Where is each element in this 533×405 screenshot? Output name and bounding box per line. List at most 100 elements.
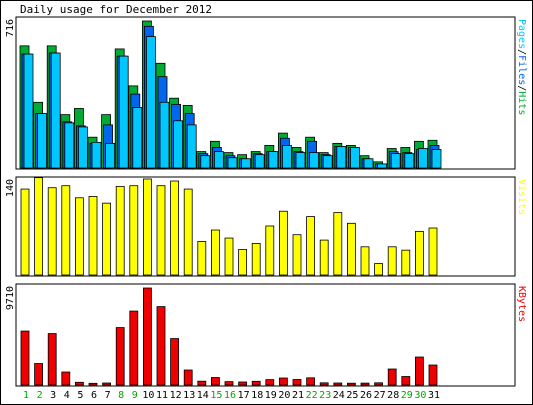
pages-bar <box>309 152 320 169</box>
kbytes-bar <box>20 330 30 386</box>
pages-bar <box>227 157 238 169</box>
visits-bar <box>156 185 166 276</box>
pages-bar <box>322 155 333 169</box>
day-label: 8 <box>118 390 124 401</box>
visits-bar <box>265 225 275 276</box>
day-label: 17 <box>238 390 250 401</box>
visits-bar <box>319 239 329 276</box>
visits-bar <box>210 229 220 276</box>
visits-right-label: Visits <box>516 179 527 215</box>
day-label: 18 <box>251 390 263 401</box>
pages-bar <box>295 152 306 169</box>
visits-bar <box>47 187 57 276</box>
visits-bar <box>387 246 397 276</box>
day-label: 16 <box>224 390 236 401</box>
kbytes-bar <box>374 382 384 386</box>
visits-bar <box>61 185 71 276</box>
pages-bar <box>363 158 374 169</box>
right-label-part: Hits <box>516 91 527 115</box>
day-label: 19 <box>265 390 277 401</box>
pages-bar <box>336 146 347 169</box>
day-label: 5 <box>77 390 83 401</box>
pages-bar <box>37 113 47 169</box>
kbytes-bar <box>183 369 193 386</box>
kbytes-bar <box>61 371 71 386</box>
pages-bar <box>132 107 143 169</box>
day-label: 31 <box>428 390 440 401</box>
visits-bar <box>414 230 424 276</box>
hits-files-pages-panel: 716 Pages/Files/Hits <box>5 16 527 170</box>
day-label: 11 <box>156 390 168 401</box>
day-label: 25 <box>346 390 358 401</box>
kbytes-bar <box>278 377 288 386</box>
pages-bar <box>145 36 156 169</box>
pages-bar <box>50 52 61 169</box>
kbytes-bar <box>333 382 343 386</box>
visits-bar <box>20 188 30 276</box>
kbytes-bar <box>401 376 411 386</box>
visits-bar <box>129 185 139 276</box>
kbytes-bar <box>224 381 234 386</box>
kbytes-bar <box>102 382 111 386</box>
kbytes-bar <box>210 377 220 386</box>
day-label: 15 <box>210 390 222 401</box>
kbytes-bar <box>306 377 316 386</box>
kbytes-ymax-label: 9710 <box>5 286 16 310</box>
day-label: 28 <box>387 390 399 401</box>
day-label: 13 <box>183 390 195 401</box>
day-label: 10 <box>142 390 154 401</box>
visits-bar <box>360 246 370 276</box>
visits-panel: 140 Visits <box>5 176 527 277</box>
pages-bar <box>91 141 102 169</box>
kbytes-bar <box>197 380 207 386</box>
day-label: 4 <box>64 390 70 401</box>
day-label: 21 <box>292 390 304 401</box>
hits-files-pages-right-label: Pages/Files/Hits <box>516 19 527 115</box>
pages-bar <box>186 124 197 169</box>
pages-bar <box>118 55 129 169</box>
pages-bar <box>241 158 252 169</box>
day-label: 3 <box>50 390 56 401</box>
visits-bar <box>224 237 234 276</box>
visits-bar <box>401 249 411 276</box>
day-label: 26 <box>360 390 372 401</box>
pages-bar <box>404 153 415 169</box>
visits-bar <box>142 178 152 276</box>
day-label: 12 <box>170 390 182 401</box>
right-label-part: Pages <box>516 19 527 49</box>
day-label: 7 <box>105 390 111 401</box>
pages-bar <box>159 101 170 169</box>
pages-bar <box>254 154 265 169</box>
visits-bar <box>292 234 302 276</box>
pages-bar <box>281 145 292 169</box>
day-label: 24 <box>333 390 345 401</box>
hits-files-pages-ymax-label: 716 <box>5 19 16 37</box>
kbytes-bar <box>47 333 57 386</box>
visits-bar <box>346 222 356 276</box>
pages-bar <box>431 149 442 169</box>
day-label: 29 <box>401 390 413 401</box>
day-label: 23 <box>319 390 331 401</box>
pages-bar <box>349 147 360 169</box>
pages-bar <box>390 153 401 169</box>
kbytes-bar <box>292 379 302 386</box>
right-label-part: / <box>516 85 527 91</box>
day-label: 6 <box>91 390 97 401</box>
visits-bar <box>251 243 261 276</box>
kbytes-bar <box>170 338 180 386</box>
kbytes-box <box>15 283 516 387</box>
kbytes-bar <box>360 382 370 386</box>
right-label-part: Files <box>516 55 527 85</box>
visits-bar <box>88 196 98 276</box>
visits-bar <box>170 180 180 276</box>
kbytes-bar <box>75 381 84 386</box>
kbytes-bar <box>414 356 424 386</box>
day-label: 30 <box>414 390 426 401</box>
pages-bar <box>417 148 428 169</box>
visits-bar <box>34 177 43 276</box>
kbytes-bar <box>387 368 397 386</box>
visits-bar <box>197 241 207 276</box>
visits-bar <box>102 202 111 276</box>
